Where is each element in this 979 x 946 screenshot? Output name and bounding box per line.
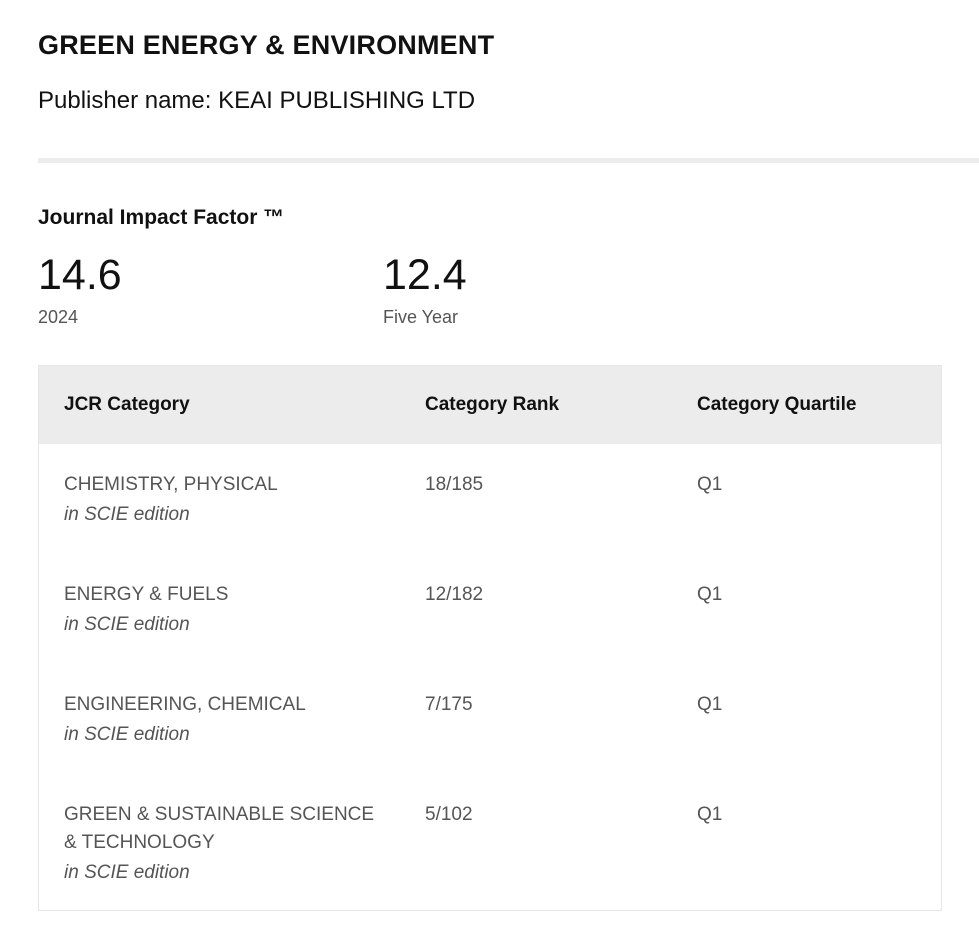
impact-factor-current-label: 2024 [38, 307, 79, 327]
table-header: JCR Category Category Rank Category Quar… [39, 366, 941, 444]
category-quartile: Q1 [697, 474, 723, 495]
impact-factor-five-year-label: Five Year [383, 307, 459, 327]
impact-factor-five-year-value: 12.4 [383, 251, 467, 299]
publisher-name: Publisher name: KEAI PUBLISHING LTD [38, 87, 476, 114]
category-quartile: Q1 [697, 694, 723, 715]
category-rank: 18/185 [425, 474, 484, 495]
category-quartile: Q1 [697, 584, 723, 605]
category-quartile: Q1 [697, 804, 723, 825]
header-jcr-category: JCR Category [64, 394, 190, 415]
category-cell: ENERGY & FUELS in SCIE edition [64, 581, 384, 641]
category-edition: in SCIE edition [64, 614, 190, 635]
impact-factor-five-year: 12.4 Five Year [383, 250, 467, 328]
impact-factor-current-value: 14.6 [38, 251, 122, 299]
section-divider [38, 158, 979, 163]
category-name: GREEN & SUSTAINABLE SCIENCE & TECHNOLOGY [64, 804, 375, 853]
category-cell: ENGINEERING, CHEMICAL in SCIE edition [64, 691, 384, 751]
header-category-rank: Category Rank [425, 394, 560, 415]
category-edition: in SCIE edition [64, 504, 190, 525]
category-cell: GREEN & SUSTAINABLE SCIENCE & TECHNOLOGY… [64, 801, 384, 889]
category-name: ENGINEERING, CHEMICAL [64, 694, 306, 715]
category-edition: in SCIE edition [64, 724, 190, 745]
category-cell: CHEMISTRY, PHYSICAL in SCIE edition [64, 471, 384, 531]
journal-title: GREEN ENERGY & ENVIRONMENT [38, 30, 495, 60]
jcr-category-table: JCR Category Category Rank Category Quar… [38, 365, 942, 911]
impact-factor-heading: Journal Impact Factor ™ [38, 206, 285, 229]
category-rank: 12/182 [425, 584, 484, 605]
impact-factor-current: 14.6 2024 [38, 250, 122, 328]
header-category-quartile: Category Quartile [697, 394, 857, 415]
category-name: CHEMISTRY, PHYSICAL [64, 474, 278, 495]
category-rank: 7/175 [425, 694, 473, 715]
category-edition: in SCIE edition [64, 862, 190, 883]
category-name: ENERGY & FUELS [64, 584, 229, 605]
category-rank: 5/102 [425, 804, 473, 825]
